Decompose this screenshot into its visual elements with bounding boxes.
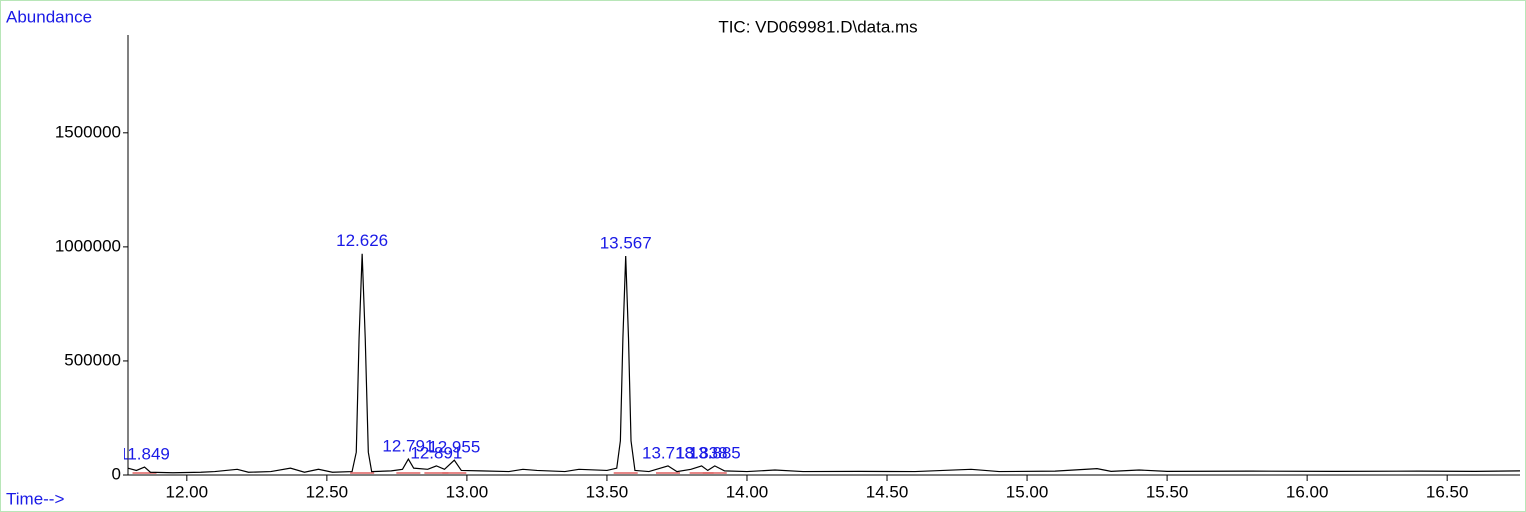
peak-label: 12.626 (336, 231, 388, 250)
peak-label: 12.791 (382, 437, 434, 456)
y-axis-label: Abundance (6, 7, 92, 26)
x-tick-label: 15.00 (1006, 482, 1049, 501)
x-tick-label: 12.00 (166, 482, 209, 501)
x-tick-label: 12.50 (306, 482, 349, 501)
x-axis-label: Time--> (6, 489, 64, 508)
peak-label: 13.885 (689, 443, 741, 462)
y-tick-label: 0 (112, 464, 121, 483)
trace-line (127, 253, 1521, 474)
peak-label: 11.849 (119, 445, 170, 464)
peak-label: 13.567 (600, 233, 652, 252)
peak-label: 13.838 (676, 443, 728, 462)
x-tick-label: 13.50 (586, 482, 629, 501)
y-tick-label: 1000000 (55, 236, 121, 255)
peak-label: 12.891 (410, 443, 462, 462)
x-tick-label: 14.00 (726, 482, 769, 501)
y-tick-label: 500000 (64, 350, 121, 369)
x-tick-label: 16.00 (1286, 482, 1329, 501)
x-tick-label: 15.50 (1146, 482, 1189, 501)
peak-label: 13.718 (642, 443, 694, 462)
x-tick-label: 16.50 (1426, 482, 1469, 501)
y-tick-label: 1500000 (55, 122, 121, 141)
peak-label: 12.955 (428, 438, 480, 457)
chart-title: TIC: VD069981.D\data.ms (718, 17, 917, 36)
x-tick-label: 13.00 (446, 482, 489, 501)
x-tick-label: 14.50 (866, 482, 909, 501)
